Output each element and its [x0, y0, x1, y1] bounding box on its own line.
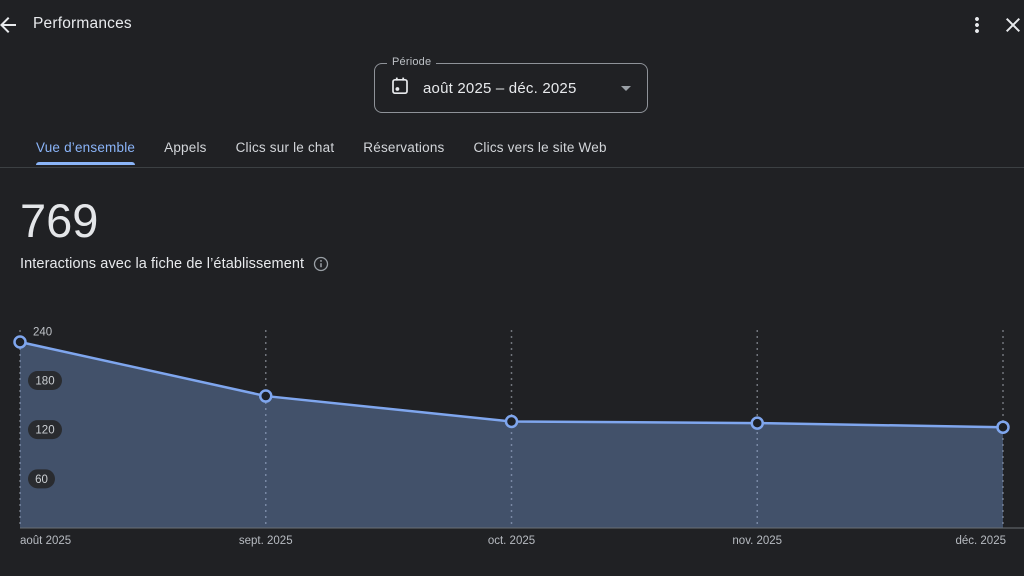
page-title: Performances: [33, 15, 132, 32]
info-button[interactable]: [313, 256, 329, 272]
interactions-chart: 60 120 180 240 août 2025 sept. 2025 oct. 2025 n…: [13, 326, 1024, 547]
data-point[interactable]: [13, 335, 27, 349]
tab-clics-sur-le-chat[interactable]: Clics sur le chat: [235, 140, 335, 155]
tab-appels[interactable]: Appels: [164, 140, 207, 155]
period-value: août 2025 – déc. 2025: [423, 79, 577, 97]
period-selector[interactable]: Période août 2025 – déc. 2025: [374, 56, 648, 113]
data-point[interactable]: [750, 416, 764, 430]
y-tick-pill: [28, 370, 62, 390]
back-button[interactable]: [0, 13, 20, 37]
metric-label: Interactions avec la fiche de l’établiss…: [20, 256, 305, 272]
y-tick-pill: [28, 420, 62, 440]
y-tick-pill: [28, 469, 55, 489]
tab-clics-vers-le-site-web[interactable]: Clics vers le site Web: [473, 140, 607, 155]
tab-vue-densemble[interactable]: Vue d’ensemble: [36, 140, 136, 165]
data-point[interactable]: [259, 389, 273, 403]
x-axis-label: oct. 2025: [488, 535, 535, 547]
tab-divider: [0, 167, 1024, 168]
data-point[interactable]: [504, 414, 519, 429]
x-axis-label: sept. 2025: [239, 535, 293, 547]
arrow-back-icon: [0, 13, 20, 37]
y-tick-label: 60: [35, 474, 48, 486]
x-axis-label: août 2025: [20, 535, 71, 547]
metric-value: 769: [20, 194, 99, 247]
tab-reservations[interactable]: Réservations: [363, 140, 445, 155]
x-axis-label: nov. 2025: [732, 535, 782, 547]
x-axis-label: déc. 2025: [955, 535, 1006, 547]
y-tick-label: 120: [35, 425, 54, 437]
dropdown-caret-icon: [621, 85, 631, 91]
close-button[interactable]: [1001, 13, 1024, 37]
close-icon: [1001, 13, 1024, 37]
info-icon: [313, 256, 329, 272]
metric-label-row: Interactions avec la fiche de l’établiss…: [20, 256, 329, 272]
tab-bar: Vue d’ensemble Appels Clics sur le chat …: [36, 140, 607, 165]
period-label: Période: [387, 56, 437, 68]
y-tick-label: 180: [35, 375, 54, 387]
calendar-icon: [390, 76, 410, 101]
kebab-menu-icon: [965, 13, 989, 37]
data-point[interactable]: [996, 420, 1010, 434]
overflow-menu-button[interactable]: [965, 13, 989, 37]
y-tick-label: 240: [33, 326, 52, 338]
area-fill: [20, 341, 1003, 528]
